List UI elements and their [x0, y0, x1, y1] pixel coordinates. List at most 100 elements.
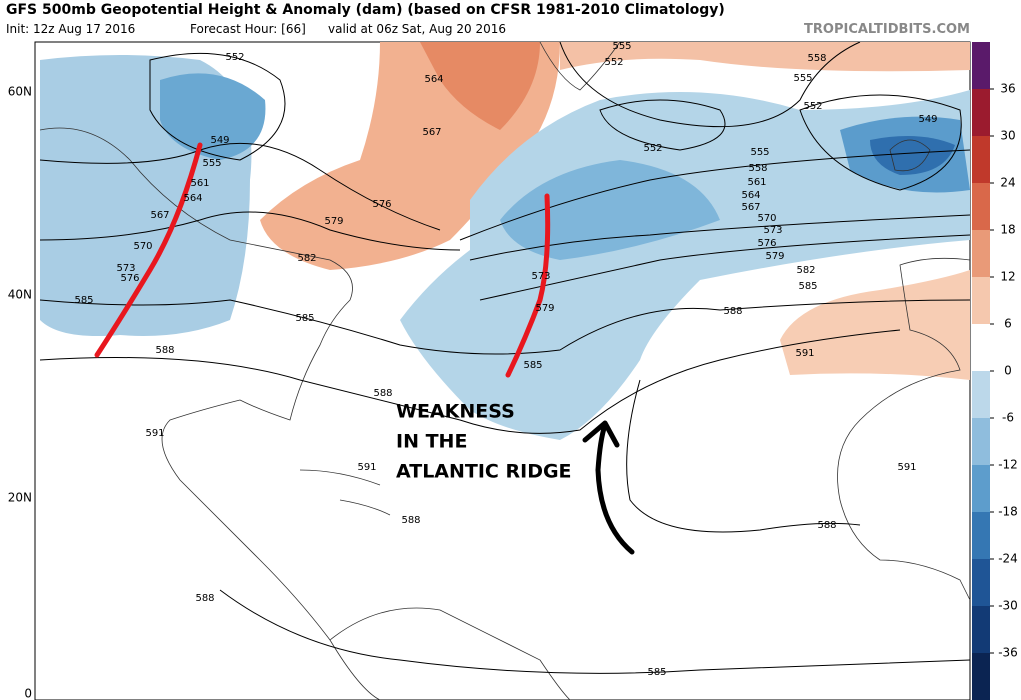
init-time: Init: 12z Aug 17 2016	[6, 22, 135, 36]
negative-anomaly	[870, 136, 955, 175]
negative-anomaly	[160, 73, 266, 160]
contour-label: 588	[401, 515, 420, 526]
contour-label: 588	[817, 520, 836, 531]
contour-label: 582	[796, 265, 815, 276]
trough-axis	[94, 142, 203, 358]
contour-label: 591	[795, 348, 814, 359]
colorbar: 36 30 24 18 12 6 0 -6 -12 -18 -24 -30 -36	[972, 42, 1018, 700]
colorbar-segment	[972, 512, 990, 560]
contour-label: 567	[741, 202, 760, 213]
contour-label: 576	[120, 273, 139, 284]
colorbar-tick-label: -6	[1002, 411, 1014, 425]
height-contour	[599, 99, 726, 151]
contour-label: 591	[897, 462, 916, 473]
watermark: TROPICALTIDBITS.COM	[804, 22, 970, 37]
arrow	[582, 420, 635, 555]
colorbar-tick-label: 6	[1004, 317, 1012, 331]
contour-label: 567	[422, 127, 441, 138]
height-contour	[39, 142, 441, 231]
contour-label: 585	[74, 295, 93, 306]
colorbar-tick-label: -36	[998, 646, 1018, 660]
contour-label: 585	[647, 667, 666, 678]
contour-label: 579	[324, 216, 343, 227]
colorbar-segment	[972, 606, 990, 654]
height-contour	[626, 379, 861, 533]
contour-label: 573	[116, 263, 135, 274]
trough-axis	[505, 193, 551, 378]
colorbar-tick-label: 36	[1000, 82, 1015, 96]
height-contour	[459, 149, 971, 241]
height-contour	[39, 329, 901, 434]
title: GFS 500mb Geopotential Height & Anomaly …	[6, 2, 725, 18]
colorbar-tick-label: 0	[1004, 364, 1012, 378]
colorbar-tick-label: -18	[998, 505, 1018, 519]
contour-label: 558	[807, 53, 826, 64]
coastline	[889, 139, 931, 172]
contour-label: 579	[765, 251, 784, 262]
contour-label: 552	[225, 52, 244, 63]
contour-label: 573	[763, 225, 782, 236]
contour-label: 552	[803, 101, 822, 112]
colorbar-tick-label: 12	[1000, 270, 1015, 284]
contour-label: 576	[372, 199, 391, 210]
contour-label: 555	[612, 41, 631, 52]
colorbar-segment	[972, 136, 990, 184]
coastline	[299, 469, 391, 516]
colorbar-segment	[972, 653, 990, 700]
contour-label: 573	[531, 271, 550, 282]
colorbar-segment	[972, 230, 990, 278]
annotation-text: WEAKNESS	[396, 401, 515, 423]
height-contour	[149, 52, 286, 161]
contour-label: 564	[424, 74, 443, 85]
contour-label: 555	[202, 158, 221, 169]
contour-label: 570	[133, 241, 152, 252]
contour-label: 549	[210, 135, 229, 146]
height-contour	[469, 214, 971, 261]
colorbar-segment	[972, 42, 990, 90]
contour-label: 588	[723, 306, 742, 317]
contour-label: 576	[757, 238, 776, 249]
contour-label: 588	[373, 388, 392, 399]
valid-time: valid at 06z Sat, Aug 20 2016	[328, 22, 506, 36]
annotation-text: IN THE	[396, 431, 467, 453]
colorbar-segment	[972, 465, 990, 513]
colorbar-tick-label: -30	[998, 599, 1018, 613]
contour-label: 582	[297, 253, 316, 264]
colorbar-segment	[972, 559, 990, 607]
coastline	[329, 607, 571, 700]
colorbar-segment	[972, 183, 990, 231]
contour-label: 564	[183, 193, 202, 204]
colorbar-segment	[972, 418, 990, 466]
contour-label: 570	[757, 213, 776, 224]
latitude-label: 0	[24, 687, 32, 700]
latitude-label: 60N	[8, 85, 32, 99]
height-contour	[219, 589, 971, 674]
contour-label: 567	[150, 210, 169, 221]
colorbar-segment	[972, 89, 990, 137]
contour-label: 564	[741, 190, 760, 201]
positive-anomaly	[560, 42, 970, 72]
colorbar-segment	[972, 371, 990, 419]
coastline	[837, 257, 971, 601]
positive-anomaly	[420, 42, 540, 130]
colorbar-tick-label: -24	[998, 552, 1018, 566]
contour-label: 552	[643, 143, 662, 154]
contour-label: 555	[793, 73, 812, 84]
coastline	[539, 41, 621, 91]
contour-label: 561	[190, 178, 209, 189]
colorbar-segment	[972, 324, 990, 372]
height-contour	[39, 299, 971, 355]
contour-label: 591	[145, 428, 164, 439]
colorbar-tick-label: 24	[1000, 176, 1015, 190]
contour-label: 552	[604, 57, 623, 68]
colorbar-tick-label: -12	[998, 458, 1018, 472]
contour-label: 558	[748, 163, 767, 174]
contour-labels: 5525495555615645675705735765855885915885…	[74, 41, 937, 678]
height-contour	[559, 41, 861, 128]
height-contour	[799, 94, 962, 191]
negative-anomaly	[500, 160, 720, 260]
colorbar-tick-label: 18	[1000, 223, 1015, 237]
negative-anomaly	[400, 90, 970, 440]
contour-label: 588	[195, 593, 214, 604]
